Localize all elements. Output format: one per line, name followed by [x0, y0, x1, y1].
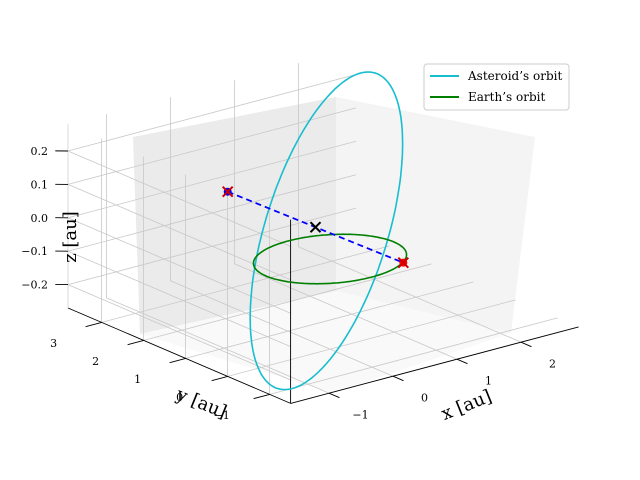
axes: −1 0 1 2 −1 0 1 2 3 −0.2 −0.1 0.0 0.1 0.2 — [21, 124, 579, 422]
grid-line-z-left — [67, 217, 291, 314]
z-tick-label: 0.2 — [31, 145, 49, 158]
x-axis-label: x [au] — [438, 386, 494, 425]
x-tick — [520, 341, 532, 348]
grid-line-z-right — [67, 74, 357, 152]
y-tick — [211, 375, 228, 382]
grid-line-z-left — [67, 150, 291, 247]
x-tick-label: 0 — [421, 392, 428, 405]
x-tick-label: −1 — [352, 409, 368, 422]
grid-line-y-floor — [101, 245, 390, 323]
cross-marker — [221, 186, 234, 198]
z-tick-label: −0.1 — [21, 245, 48, 258]
y-tick — [127, 339, 144, 346]
grid-line-z-left — [67, 250, 291, 347]
grid-line-x-floor — [170, 280, 394, 377]
y-tick-label: 1 — [134, 373, 141, 386]
z-tick-label: 0.0 — [31, 212, 49, 225]
legend-label-asteroid: Asteroid’s orbit — [467, 69, 562, 83]
grid-line-y-floor — [143, 263, 432, 341]
legend-label-earth: Earth’s orbit — [468, 90, 545, 104]
y-axis-label: y [au] — [172, 383, 229, 422]
z-axis-label: z [au] — [60, 211, 81, 263]
asteroid-orbit-line — [249, 71, 404, 391]
grid-line-y-floor — [227, 299, 516, 377]
y-tick — [169, 357, 186, 364]
z-tick-label: −0.2 — [21, 279, 48, 292]
z-tick-label: 0.1 — [31, 178, 49, 191]
y-tick-label: 2 — [92, 355, 99, 368]
cross-stroke — [309, 221, 322, 233]
cross-marker — [397, 256, 410, 269]
y-tick-label: −1 — [213, 409, 229, 422]
cross-stroke — [221, 186, 234, 198]
data-layer — [221, 71, 410, 391]
grid-lines — [67, 63, 558, 395]
y-tick-label: 3 — [50, 337, 57, 350]
y-tick — [85, 321, 102, 328]
x-tick — [392, 375, 404, 382]
x-tick — [456, 358, 468, 365]
y-tick — [253, 393, 270, 400]
cross-marker — [309, 221, 322, 233]
y-axis-line — [67, 307, 291, 404]
grid-line-y-floor — [269, 317, 558, 395]
grid-line-x-floor — [234, 263, 458, 360]
pane-right — [336, 97, 535, 333]
legend-box — [423, 63, 570, 111]
cross-stroke — [397, 256, 410, 269]
grid-line-x-floor — [298, 246, 522, 343]
x-axis-line — [290, 326, 579, 404]
x-tick-label: 2 — [549, 358, 556, 371]
x-tick — [328, 392, 340, 399]
legend: Asteroid’s orbit Earth’s orbit — [423, 63, 570, 111]
grid-line-z-left — [67, 284, 291, 381]
grid-line-y-floor — [185, 281, 474, 359]
y-tick-label: 0 — [176, 391, 183, 404]
x-tick-label: 1 — [485, 375, 492, 388]
earth-orbit-line — [252, 233, 408, 285]
